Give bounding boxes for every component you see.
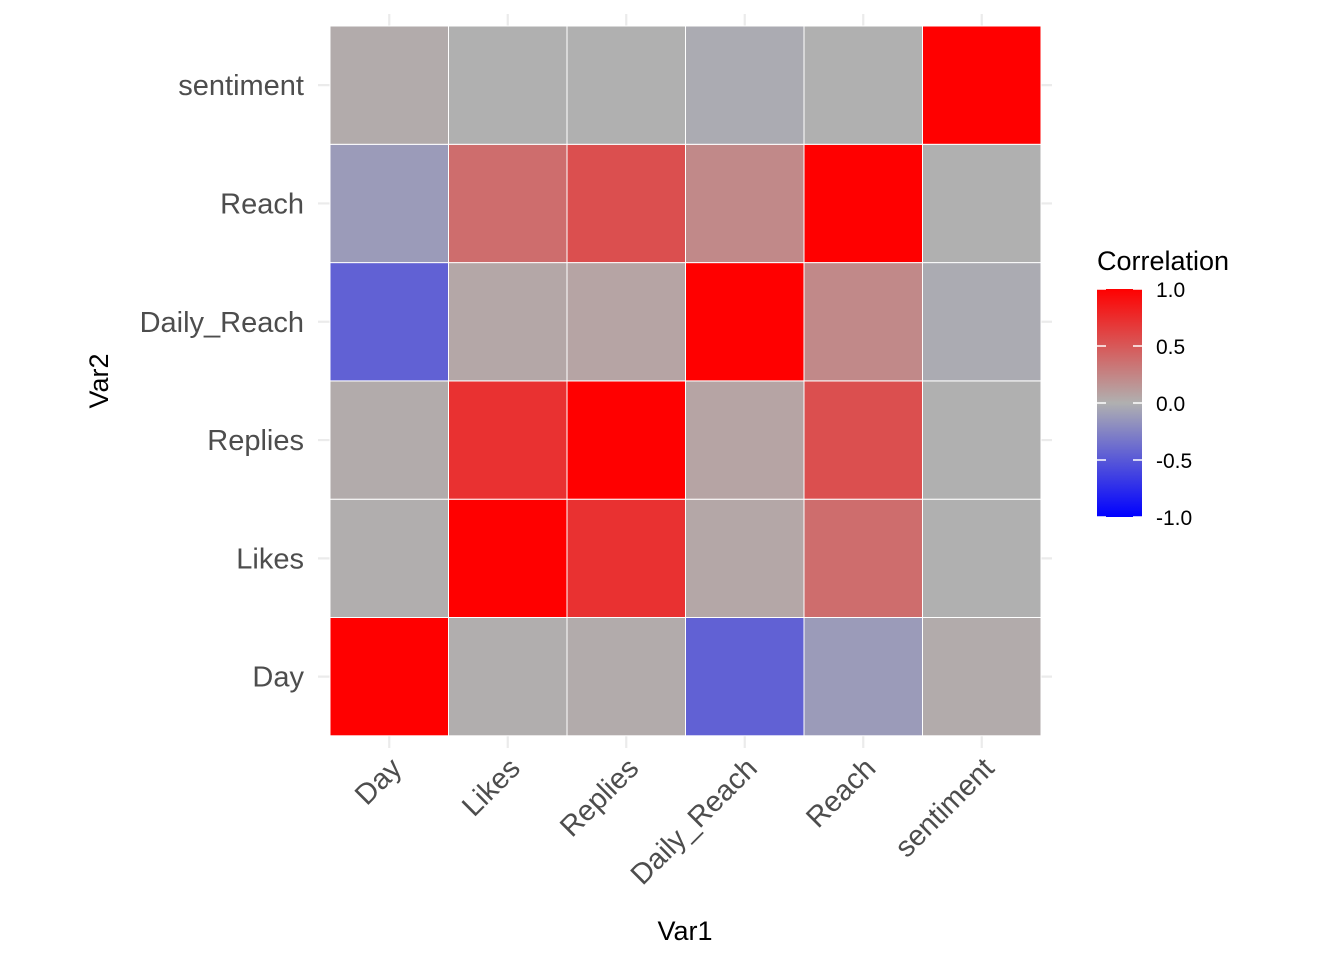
heatmap-tile-Likes-Likes bbox=[448, 498, 568, 619]
heatmap-tile-Daily_Reach-Likes bbox=[685, 498, 805, 619]
heatmap-tile-Daily_Reach-sentiment bbox=[685, 25, 805, 145]
heatmap-tile-sentiment-Day bbox=[922, 617, 1042, 737]
heatmap-tile-Replies-Daily_Reach bbox=[566, 262, 686, 382]
legend-tick-label: -1.0 bbox=[1156, 507, 1192, 530]
x-tick-label: sentiment bbox=[889, 752, 1001, 864]
heatmap-tile-sentiment-Daily_Reach bbox=[922, 262, 1042, 382]
y-tick-label: Day bbox=[252, 662, 304, 694]
heatmap-tile-Likes-Reach bbox=[448, 143, 568, 264]
x-tick-label: Replies bbox=[554, 752, 645, 843]
heatmap-tile-sentiment-Reach bbox=[922, 143, 1042, 264]
heatmap-tile-Daily_Reach-Reach bbox=[685, 143, 805, 264]
x-tick-label: Daily_Reach bbox=[625, 752, 764, 891]
heatmap-tile-Day-Daily_Reach bbox=[329, 262, 449, 382]
heatmap-tile-Replies-Reach bbox=[566, 143, 686, 264]
heatmap-tiles bbox=[329, 25, 1042, 737]
heatmap-tile-Day-Day bbox=[329, 617, 449, 737]
heatmap-tile-Reach-Day bbox=[803, 617, 923, 737]
heatmap-tile-Daily_Reach-Daily_Reach bbox=[685, 262, 805, 382]
y-axis-tick-labels: Day Likes Replies Daily_Reach Reach sentiment bbox=[140, 70, 305, 694]
x-tick-label: Reach bbox=[800, 752, 882, 834]
heatmap-tile-Reach-sentiment bbox=[803, 25, 923, 145]
heatmap-tile-Replies-Likes bbox=[566, 498, 686, 619]
x-tick-label: Likes bbox=[456, 752, 527, 823]
heatmap-tile-sentiment-sentiment bbox=[922, 25, 1042, 145]
x-axis-title: Var1 bbox=[657, 916, 712, 946]
y-axis-title: Var2 bbox=[84, 353, 114, 408]
y-tick-label: Replies bbox=[207, 425, 304, 457]
legend-tick-label: -0.5 bbox=[1156, 450, 1192, 473]
heatmap-tile-Daily_Reach-Day bbox=[685, 617, 805, 737]
x-tick-label: Day bbox=[349, 752, 408, 811]
heatmap-tile-Reach-Reach bbox=[803, 143, 923, 264]
y-tick-label: sentiment bbox=[178, 70, 304, 102]
heatmap-tile-Day-Likes bbox=[329, 498, 449, 619]
heatmap-tile-Replies-Day bbox=[566, 617, 686, 737]
y-tick-label: Reach bbox=[220, 188, 304, 220]
heatmap-tile-Reach-Replies bbox=[803, 380, 923, 500]
heatmap-tile-Day-Replies bbox=[329, 380, 449, 500]
legend-title: Correlation bbox=[1097, 246, 1229, 276]
heatmap-tile-Replies-Replies bbox=[566, 380, 686, 500]
legend: Correlation 1.0 0.5 0.0 -0.5 -1.0 bbox=[1097, 246, 1229, 530]
y-tick-label: Likes bbox=[236, 543, 304, 575]
heatmap-tile-Likes-Day bbox=[448, 617, 568, 737]
heatmap-tile-Reach-Daily_Reach bbox=[803, 262, 923, 382]
heatmap-tile-Likes-Daily_Reach bbox=[448, 262, 568, 382]
heatmap-tile-sentiment-Replies bbox=[922, 380, 1042, 500]
heatmap-tile-Replies-sentiment bbox=[566, 25, 686, 145]
heatmap-tile-sentiment-Likes bbox=[922, 498, 1042, 619]
heatmap-tile-Likes-Replies bbox=[448, 380, 568, 500]
legend-tick-label: 0.5 bbox=[1156, 336, 1185, 359]
heatmap-tile-Day-sentiment bbox=[329, 25, 449, 145]
heatmap-tile-Reach-Likes bbox=[803, 498, 923, 619]
legend-tick-label: 1.0 bbox=[1156, 279, 1185, 302]
heatmap-tile-Daily_Reach-Replies bbox=[685, 380, 805, 500]
y-tick-label: Daily_Reach bbox=[140, 307, 304, 339]
legend-tick-label: 0.0 bbox=[1156, 393, 1185, 416]
heatmap-tile-Likes-sentiment bbox=[448, 25, 568, 145]
heatmap-tile-Day-Reach bbox=[329, 143, 449, 264]
legend-ticks: 1.0 0.5 0.0 -0.5 -1.0 bbox=[1097, 279, 1192, 530]
